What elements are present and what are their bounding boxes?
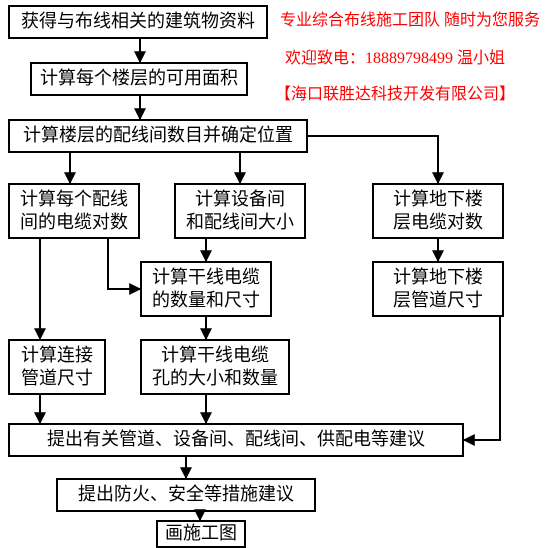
edge-n8-n11: [464, 317, 500, 440]
node-wiring-closet-count: 计算楼层的配线间数目并确定位置: [8, 119, 308, 153]
edge-n4-n7: [108, 239, 140, 289]
node-backbone-cable-size: 计算干线电缆 的数量和尺寸: [140, 261, 272, 317]
node-backbone-hole-size: 计算干线电缆 孔的大小和数量: [140, 339, 290, 395]
node-safety-suggestions: 提出防火、安全等措施建议: [56, 478, 316, 512]
node-construction-drawing: 画施工图: [156, 520, 246, 548]
node-cable-pairs-per-closet: 计算每个配线 间的电缆对数: [8, 183, 140, 239]
overlay-line-3: 【海口联胜达科技开发有限公司】: [275, 80, 515, 104]
node-floor-area: 计算每个楼层的可用面积: [30, 62, 248, 96]
node-basement-conduit-size: 计算地下楼 层管道尺寸: [372, 261, 504, 317]
node-connector-conduit-size: 计算连接 管道尺寸: [8, 339, 106, 395]
overlay-line-2: 欢迎致电：18889798499 温小姐: [285, 44, 505, 68]
overlay-line-1: 专业综合布线施工团队 随时为您服务: [280, 6, 540, 30]
node-suggestions: 提出有关管道、设备间、配线间、供配电等建议: [8, 423, 464, 457]
node-equipment-room-size: 计算设备间 和配线间大小: [174, 183, 306, 239]
edge-n3-n6: [308, 136, 438, 183]
node-basement-cable-pairs: 计算地下楼 层电缆对数: [372, 183, 504, 239]
node-building-materials: 获得与布线相关的建筑物资料: [8, 5, 268, 39]
